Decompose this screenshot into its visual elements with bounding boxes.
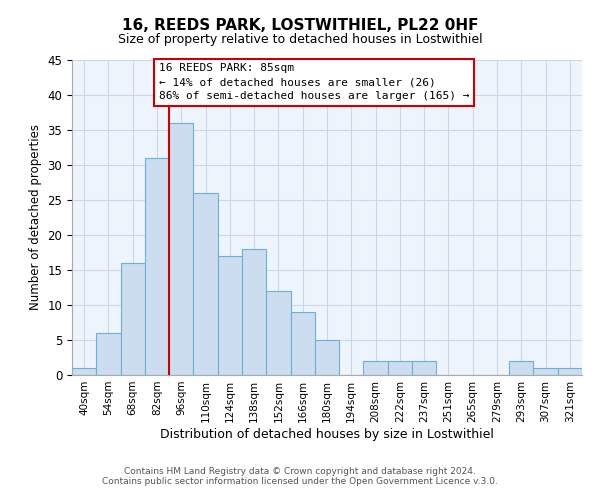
Bar — [169, 123, 193, 375]
Bar — [533, 368, 558, 375]
Bar — [121, 263, 145, 375]
Bar — [193, 193, 218, 375]
Bar — [218, 256, 242, 375]
Bar — [290, 312, 315, 375]
Bar — [412, 361, 436, 375]
Y-axis label: Number of detached properties: Number of detached properties — [29, 124, 42, 310]
Bar — [266, 291, 290, 375]
Text: 16, REEDS PARK, LOSTWITHIEL, PL22 0HF: 16, REEDS PARK, LOSTWITHIEL, PL22 0HF — [122, 18, 478, 32]
Bar — [96, 333, 121, 375]
Bar — [242, 249, 266, 375]
Text: Size of property relative to detached houses in Lostwithiel: Size of property relative to detached ho… — [118, 32, 482, 46]
Bar — [388, 361, 412, 375]
Text: Contains HM Land Registry data © Crown copyright and database right 2024.: Contains HM Land Registry data © Crown c… — [124, 467, 476, 476]
Text: 16 REEDS PARK: 85sqm
← 14% of detached houses are smaller (26)
86% of semi-detac: 16 REEDS PARK: 85sqm ← 14% of detached h… — [158, 63, 469, 101]
Bar — [72, 368, 96, 375]
Bar — [145, 158, 169, 375]
Bar — [364, 361, 388, 375]
Bar — [558, 368, 582, 375]
Bar — [509, 361, 533, 375]
Bar — [315, 340, 339, 375]
X-axis label: Distribution of detached houses by size in Lostwithiel: Distribution of detached houses by size … — [160, 428, 494, 440]
Text: Contains public sector information licensed under the Open Government Licence v.: Contains public sector information licen… — [102, 477, 498, 486]
